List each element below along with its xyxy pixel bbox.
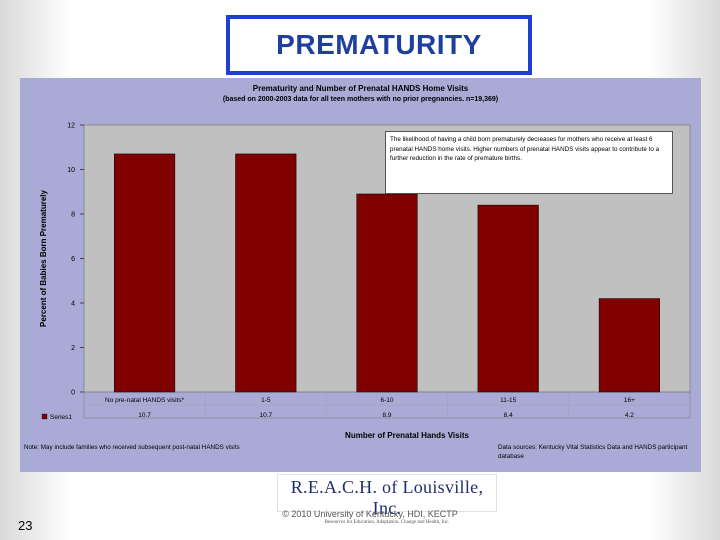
- y-tick-label: 8: [71, 212, 75, 219]
- bar: [235, 153, 297, 393]
- x-category-label: 1-5: [261, 397, 271, 404]
- bar: [114, 153, 176, 393]
- y-tick-label: 12: [67, 123, 75, 130]
- chart-subtitle: (based on 2000-2003 data for all teen mo…: [222, 96, 499, 103]
- bar: [477, 204, 539, 393]
- y-tick-label: 0: [71, 390, 75, 397]
- logo-tagline: Resources for Education, Adaptation, Cha…: [324, 520, 450, 525]
- data-label: 10.7: [138, 412, 151, 419]
- bar: [356, 193, 418, 393]
- logo-name: R.E.A.C.H. of Louisville, Inc.: [290, 477, 484, 518]
- data-label: 8.4: [504, 412, 513, 419]
- y-tick-label: 4: [71, 301, 75, 308]
- reach-logo: R.E.A.C.H. of Louisville, Inc. Resources…: [277, 474, 497, 525]
- chart-title: Prematurity and Number of Prenatal HANDS…: [252, 84, 469, 93]
- x-category-label: 6-10: [380, 397, 393, 404]
- chart-note-left: Note: May include families who received …: [24, 444, 240, 451]
- legend-swatch: [41, 413, 48, 420]
- y-tick-label: 10: [67, 167, 75, 174]
- x-category-label: 11-15: [500, 397, 517, 404]
- chart-annotation-box: The likelihood of having a child born pr…: [385, 131, 673, 194]
- chart-panel: Prematurity and Number of Prenatal HANDS…: [20, 78, 701, 472]
- slide-title: PREMATURITY: [226, 15, 532, 75]
- chart-note-right: Data sources: Kentucky Vital Statistics …: [498, 444, 688, 460]
- y-tick-label: 6: [71, 256, 75, 263]
- x-category-label: No pre-natal HANDS visits*: [105, 397, 185, 404]
- data-label: 10.7: [259, 412, 272, 419]
- data-label: 8.9: [382, 412, 391, 419]
- y-tick-label: 2: [71, 345, 75, 352]
- x-axis-label: Number of Prenatal Hands Visits: [345, 431, 469, 440]
- bar-chart: 0 2 4 6 8 10 12 Percent of Babies Born Prematur…: [39, 123, 691, 440]
- data-label: 4.2: [625, 412, 634, 419]
- bar: [598, 298, 660, 393]
- page-number: 23: [18, 518, 33, 533]
- x-category-label: 16+: [624, 397, 635, 404]
- legend-series-label: Series1: [50, 414, 72, 421]
- copyright-text: © 2010 University of Kentucky, HDI, KECT…: [282, 509, 458, 519]
- y-axis-label: Percent of Babies Born Prematurely: [39, 189, 48, 326]
